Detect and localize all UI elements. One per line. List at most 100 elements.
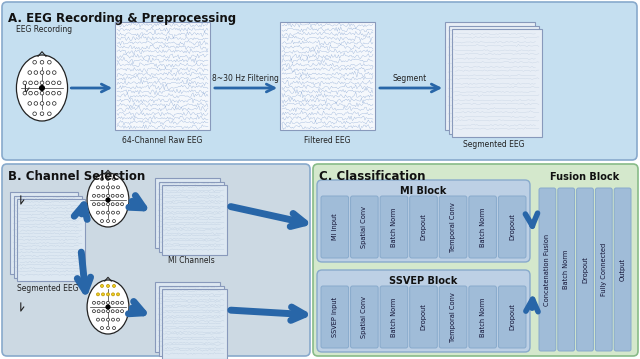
Bar bbox=[13, 196, 81, 278]
Circle shape bbox=[29, 91, 33, 95]
Circle shape bbox=[40, 91, 44, 95]
Text: A. EEG Recording & Preprocessing: A. EEG Recording & Preprocessing bbox=[8, 12, 236, 25]
Circle shape bbox=[102, 293, 104, 296]
Circle shape bbox=[40, 112, 44, 116]
Text: Temporal Conv: Temporal Conv bbox=[450, 202, 456, 252]
Text: Fusion Block: Fusion Block bbox=[550, 172, 620, 182]
Circle shape bbox=[35, 91, 38, 95]
Circle shape bbox=[40, 86, 44, 90]
Circle shape bbox=[97, 301, 100, 304]
Text: Batch Norm: Batch Norm bbox=[563, 250, 569, 289]
Circle shape bbox=[102, 186, 104, 189]
Circle shape bbox=[46, 102, 50, 105]
Text: Output: Output bbox=[620, 258, 626, 281]
Circle shape bbox=[120, 194, 124, 197]
Circle shape bbox=[116, 186, 120, 189]
Circle shape bbox=[29, 81, 33, 85]
Circle shape bbox=[97, 293, 99, 296]
Bar bbox=[449, 25, 538, 134]
Circle shape bbox=[102, 194, 105, 197]
Text: Concatenation Fusion: Concatenation Fusion bbox=[545, 233, 550, 306]
Circle shape bbox=[58, 91, 61, 95]
Circle shape bbox=[40, 60, 44, 64]
Bar bbox=[155, 282, 220, 352]
Circle shape bbox=[106, 198, 110, 202]
FancyBboxPatch shape bbox=[380, 196, 408, 258]
Circle shape bbox=[106, 305, 110, 309]
Circle shape bbox=[106, 310, 109, 313]
Circle shape bbox=[46, 81, 49, 85]
Bar bbox=[155, 178, 220, 248]
Text: Segment: Segment bbox=[393, 74, 427, 83]
Text: MI Channels: MI Channels bbox=[168, 256, 215, 265]
Text: MI Block: MI Block bbox=[400, 186, 447, 196]
FancyBboxPatch shape bbox=[317, 180, 530, 262]
FancyBboxPatch shape bbox=[439, 286, 467, 348]
Circle shape bbox=[106, 327, 109, 330]
FancyBboxPatch shape bbox=[2, 164, 310, 356]
Text: EEG Recording: EEG Recording bbox=[16, 25, 72, 34]
Circle shape bbox=[111, 310, 114, 313]
Circle shape bbox=[100, 220, 104, 223]
Circle shape bbox=[106, 318, 109, 321]
Bar bbox=[159, 182, 223, 252]
Text: Batch Norm: Batch Norm bbox=[479, 297, 486, 337]
Text: Temporal Conv: Temporal Conv bbox=[450, 292, 456, 342]
Text: 64-Channel Raw EEG: 64-Channel Raw EEG bbox=[122, 136, 203, 145]
FancyBboxPatch shape bbox=[380, 286, 408, 348]
Bar bbox=[115, 22, 210, 130]
Circle shape bbox=[111, 203, 114, 206]
Circle shape bbox=[92, 194, 95, 197]
Circle shape bbox=[120, 310, 124, 313]
Circle shape bbox=[100, 327, 104, 330]
Text: C. Classification: C. Classification bbox=[319, 170, 426, 183]
Text: Batch Norm: Batch Norm bbox=[479, 207, 486, 247]
Circle shape bbox=[111, 293, 115, 296]
Text: Dropout: Dropout bbox=[509, 214, 515, 241]
Circle shape bbox=[34, 71, 38, 74]
FancyBboxPatch shape bbox=[313, 164, 638, 356]
Circle shape bbox=[100, 284, 104, 288]
Text: Batch Norm: Batch Norm bbox=[391, 207, 397, 247]
FancyBboxPatch shape bbox=[558, 188, 575, 351]
Circle shape bbox=[106, 186, 109, 189]
Text: Filtered EEG: Filtered EEG bbox=[304, 136, 351, 145]
Ellipse shape bbox=[87, 280, 129, 334]
Bar bbox=[162, 185, 227, 255]
FancyBboxPatch shape bbox=[317, 270, 530, 352]
FancyBboxPatch shape bbox=[595, 188, 612, 351]
FancyBboxPatch shape bbox=[321, 286, 349, 348]
Text: SSVEP Input: SSVEP Input bbox=[332, 297, 338, 337]
Circle shape bbox=[102, 203, 105, 206]
FancyBboxPatch shape bbox=[469, 286, 497, 348]
FancyBboxPatch shape bbox=[539, 188, 556, 351]
Circle shape bbox=[111, 211, 115, 214]
FancyBboxPatch shape bbox=[499, 286, 526, 348]
Circle shape bbox=[106, 177, 109, 181]
Text: Spatial Conv: Spatial Conv bbox=[362, 296, 367, 338]
Circle shape bbox=[33, 60, 36, 64]
Circle shape bbox=[97, 194, 100, 197]
Ellipse shape bbox=[87, 173, 129, 227]
Circle shape bbox=[106, 203, 109, 206]
Circle shape bbox=[23, 81, 27, 85]
Text: MI Input: MI Input bbox=[332, 214, 338, 241]
Circle shape bbox=[97, 318, 99, 321]
FancyBboxPatch shape bbox=[439, 196, 467, 258]
Circle shape bbox=[40, 81, 44, 85]
Circle shape bbox=[46, 71, 50, 74]
Text: Batch Norm: Batch Norm bbox=[391, 297, 397, 337]
Circle shape bbox=[100, 177, 104, 181]
Bar bbox=[17, 199, 85, 281]
Circle shape bbox=[40, 102, 44, 105]
Text: Segmented EEG: Segmented EEG bbox=[17, 284, 79, 293]
Circle shape bbox=[102, 211, 104, 214]
Text: Dropout: Dropout bbox=[420, 214, 426, 241]
Circle shape bbox=[113, 327, 115, 330]
Bar bbox=[162, 289, 227, 359]
Circle shape bbox=[28, 71, 31, 74]
Circle shape bbox=[34, 102, 38, 105]
Circle shape bbox=[97, 186, 99, 189]
Circle shape bbox=[102, 318, 104, 321]
Circle shape bbox=[116, 293, 120, 296]
